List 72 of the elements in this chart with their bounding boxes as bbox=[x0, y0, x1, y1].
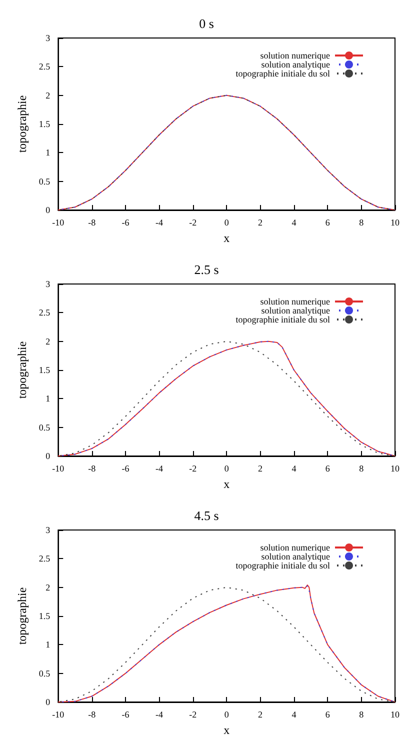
x-tick-label: 4 bbox=[292, 218, 297, 228]
y-tick-label: 1.5 bbox=[38, 611, 51, 621]
x-tick-label: -6 bbox=[122, 464, 130, 474]
y-tick-label: 3 bbox=[46, 279, 51, 289]
x-tick-label: 8 bbox=[359, 218, 364, 228]
x-tick-label: 10 bbox=[390, 218, 400, 228]
x-tick-label: -8 bbox=[88, 710, 96, 720]
x-tick-label: 2 bbox=[258, 710, 263, 720]
y-tick-label: 0 bbox=[46, 205, 51, 215]
y-tick-label: 1 bbox=[46, 148, 50, 158]
y-tick-label: 0.5 bbox=[38, 176, 51, 186]
y-tick-label: 2.5 bbox=[38, 554, 51, 564]
x-tick-label: 6 bbox=[325, 710, 330, 720]
y-axis-title: topographie bbox=[15, 587, 29, 645]
y-tick-label: 1.5 bbox=[38, 365, 51, 375]
x-tick-label: 6 bbox=[325, 464, 330, 474]
x-tick-label: 6 bbox=[325, 218, 330, 228]
x-tick-label: -10 bbox=[52, 710, 65, 720]
x-tick-label: -6 bbox=[122, 218, 130, 228]
y-tick-label: 3 bbox=[46, 525, 51, 535]
x-tick-label: -8 bbox=[88, 218, 96, 228]
legend-label: solution analytique bbox=[261, 60, 330, 70]
x-tick-label: -10 bbox=[52, 218, 65, 228]
legend-label: solution analytique bbox=[261, 306, 330, 316]
legend-label: solution numerique bbox=[260, 296, 330, 306]
legend-label: topographie initiale du sol bbox=[236, 68, 330, 78]
x-tick-label: 2 bbox=[258, 464, 263, 474]
chart-title: 4.5 s bbox=[194, 508, 219, 523]
x-axis-title: x bbox=[224, 722, 230, 737]
x-tick-label: -2 bbox=[189, 710, 197, 720]
x-axis-title: x bbox=[224, 230, 230, 245]
y-tick-label: 0.5 bbox=[38, 422, 51, 432]
x-tick-label: -6 bbox=[122, 710, 130, 720]
x-tick-label: 4 bbox=[292, 464, 297, 474]
y-axis-title: topographie bbox=[15, 95, 29, 153]
x-tick-label: -2 bbox=[189, 218, 197, 228]
chart-title: 0 s bbox=[199, 16, 214, 31]
legend-label: solution numerique bbox=[260, 542, 330, 552]
x-tick-label: 4 bbox=[292, 710, 297, 720]
y-tick-label: 2 bbox=[46, 336, 50, 346]
legend-label: topographie initiale du sol bbox=[236, 560, 330, 570]
x-tick-label: 0 bbox=[224, 710, 230, 720]
y-tick-label: 1 bbox=[46, 640, 50, 650]
x-tick-label: -4 bbox=[155, 464, 164, 474]
y-tick-label: 1 bbox=[46, 394, 50, 404]
x-axis-title: x bbox=[224, 476, 230, 491]
y-tick-label: 0.5 bbox=[38, 668, 51, 678]
y-tick-label: 0 bbox=[46, 451, 51, 461]
x-tick-label: -4 bbox=[155, 710, 164, 720]
x-tick-label: 10 bbox=[390, 464, 400, 474]
y-tick-label: 0 bbox=[46, 697, 51, 707]
x-tick-label: 0 bbox=[224, 218, 230, 228]
x-tick-label: 8 bbox=[359, 710, 364, 720]
x-tick-label: -2 bbox=[189, 464, 197, 474]
x-tick-label: 8 bbox=[359, 464, 364, 474]
y-tick-label: 3 bbox=[46, 33, 51, 43]
legend-label: solution analytique bbox=[261, 552, 330, 562]
y-tick-label: 2 bbox=[46, 90, 50, 100]
x-tick-label: 10 bbox=[390, 710, 400, 720]
y-tick-label: 1.5 bbox=[38, 119, 51, 129]
x-tick-label: 0 bbox=[224, 464, 230, 474]
y-axis-title: topographie bbox=[15, 341, 29, 399]
x-tick-label: 2 bbox=[258, 218, 263, 228]
chart-title: 2.5 s bbox=[194, 262, 219, 277]
y-tick-label: 2 bbox=[46, 582, 50, 592]
x-tick-label: -4 bbox=[155, 218, 164, 228]
legend-label: topographie initiale du sol bbox=[236, 314, 330, 324]
x-tick-label: -10 bbox=[52, 464, 65, 474]
x-tick-label: -8 bbox=[88, 464, 96, 474]
y-tick-label: 2.5 bbox=[38, 308, 51, 318]
legend-label: solution numerique bbox=[260, 50, 330, 60]
y-tick-label: 2.5 bbox=[38, 62, 51, 72]
